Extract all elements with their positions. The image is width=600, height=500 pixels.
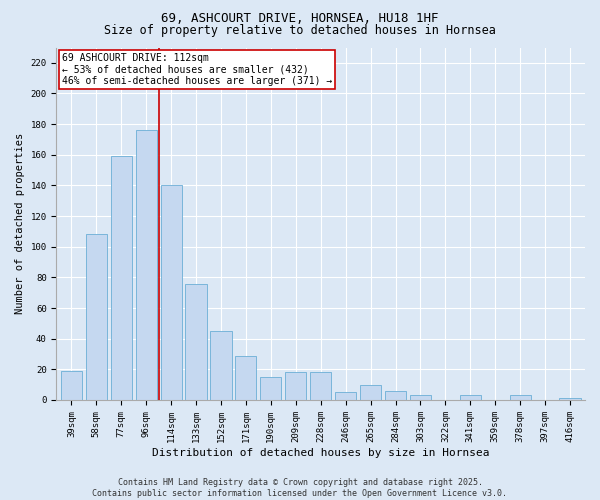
Text: Contains HM Land Registry data © Crown copyright and database right 2025.
Contai: Contains HM Land Registry data © Crown c… (92, 478, 508, 498)
Bar (310, 372, 331, 400)
Bar (335, 392, 356, 400)
Bar (285, 372, 307, 400)
Bar (509, 396, 531, 400)
Bar (61, 371, 82, 400)
Bar (260, 377, 281, 400)
Y-axis label: Number of detached properties: Number of detached properties (15, 133, 25, 314)
Bar (410, 396, 431, 400)
Bar (161, 186, 182, 400)
Text: Size of property relative to detached houses in Hornsea: Size of property relative to detached ho… (104, 24, 496, 37)
Bar (360, 384, 381, 400)
Bar (211, 331, 232, 400)
Bar (385, 391, 406, 400)
Bar (559, 398, 581, 400)
Bar (235, 356, 256, 400)
Bar (86, 234, 107, 400)
Bar (110, 156, 132, 400)
Text: 69, ASHCOURT DRIVE, HORNSEA, HU18 1HF: 69, ASHCOURT DRIVE, HORNSEA, HU18 1HF (161, 12, 439, 26)
Bar (460, 396, 481, 400)
X-axis label: Distribution of detached houses by size in Hornsea: Distribution of detached houses by size … (152, 448, 490, 458)
Text: 69 ASHCOURT DRIVE: 112sqm
← 53% of detached houses are smaller (432)
46% of semi: 69 ASHCOURT DRIVE: 112sqm ← 53% of detac… (62, 53, 332, 86)
Bar (185, 284, 206, 400)
Bar (136, 130, 157, 400)
